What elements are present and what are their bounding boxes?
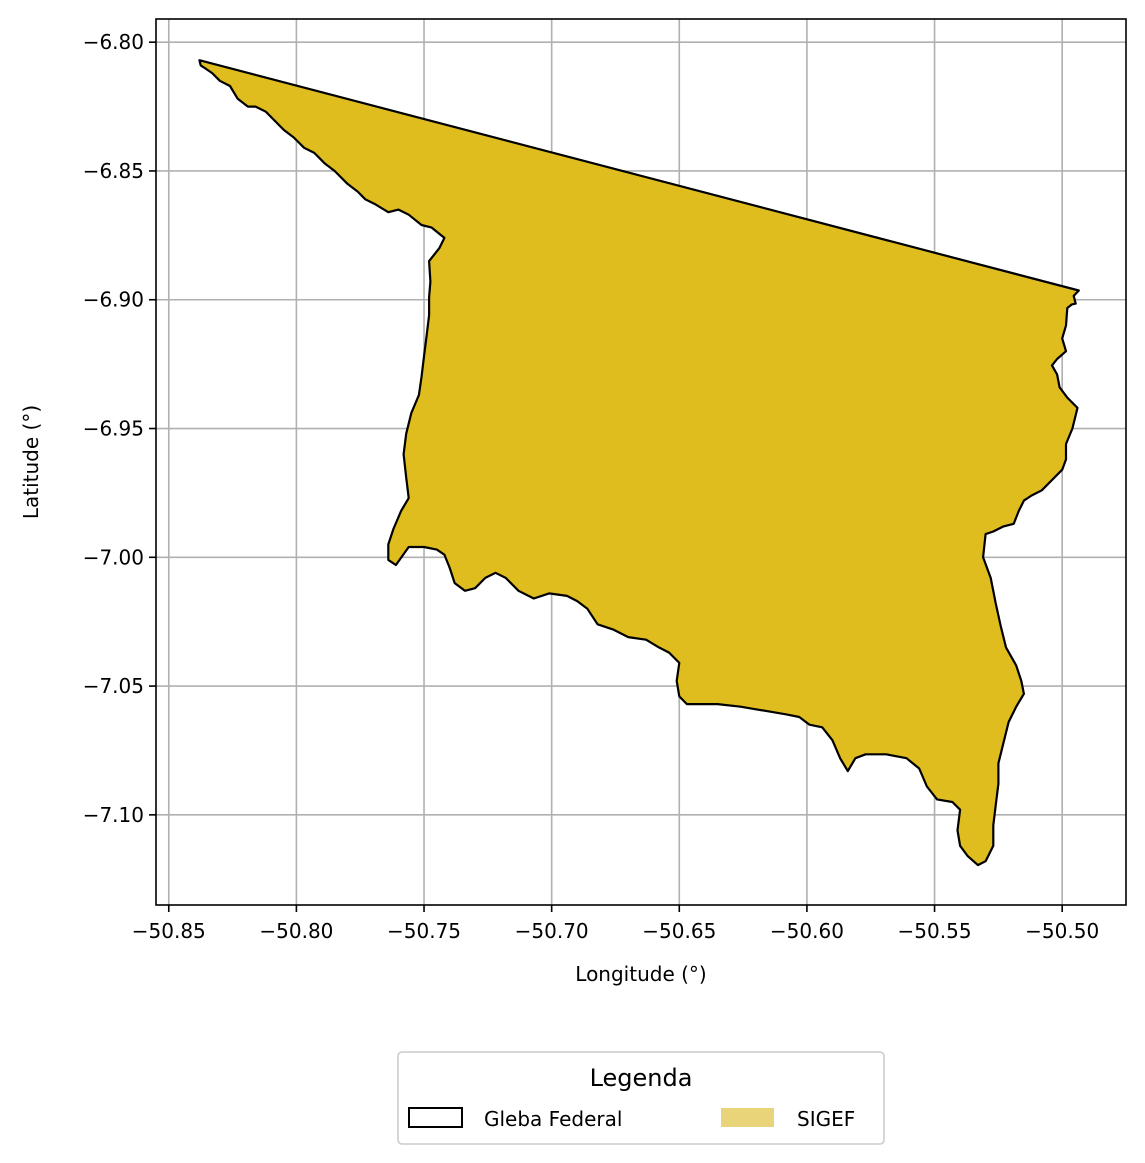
x-tick-label: −50.75 — [387, 919, 461, 943]
legend-title: Legenda — [590, 1064, 693, 1092]
y-tick-label: −6.80 — [83, 30, 144, 54]
x-tick-label: −50.85 — [132, 919, 206, 943]
y-tick-label: −7.05 — [83, 674, 144, 698]
legend-label-sigef: SIGEF — [797, 1107, 855, 1131]
y-tick-label: −6.90 — [83, 288, 144, 312]
x-tick-label: −50.50 — [1025, 919, 1099, 943]
x-tick-label: −50.55 — [898, 919, 972, 943]
x-tick-label: −50.60 — [770, 919, 844, 943]
y-tick-label: −6.95 — [83, 417, 144, 441]
legend-swatch-sigef — [721, 1108, 774, 1127]
x-tick-label: −50.70 — [515, 919, 589, 943]
legend-swatch-gleba-federal — [408, 1107, 463, 1128]
y-tick-label: −7.10 — [83, 803, 144, 827]
y-axis-ticks: −6.80 −6.85 −6.90 −6.95 −7.00 −7.05 −7.10 — [83, 30, 156, 827]
x-axis-ticks: −50.85 −50.80 −50.75 −50.70 −50.65 −50.60 −50.… — [132, 905, 1099, 943]
sigef-gleba-polygon — [198, 59, 1080, 867]
x-axis-title: Longitude (°) — [575, 962, 706, 986]
legend: Legenda Gleba Federal SIGEF — [397, 1051, 885, 1145]
y-tick-label: −6.85 — [83, 159, 144, 183]
x-tick-label: −50.80 — [259, 919, 333, 943]
axes-frame — [155, 18, 1127, 906]
y-tick-label: −7.00 — [83, 545, 144, 569]
x-tick-label: −50.65 — [642, 919, 716, 943]
legend-label-gleba-federal: Gleba Federal — [484, 1107, 622, 1131]
plot-area — [198, 59, 1080, 867]
y-axis-title: Latitude (°) — [19, 405, 43, 519]
